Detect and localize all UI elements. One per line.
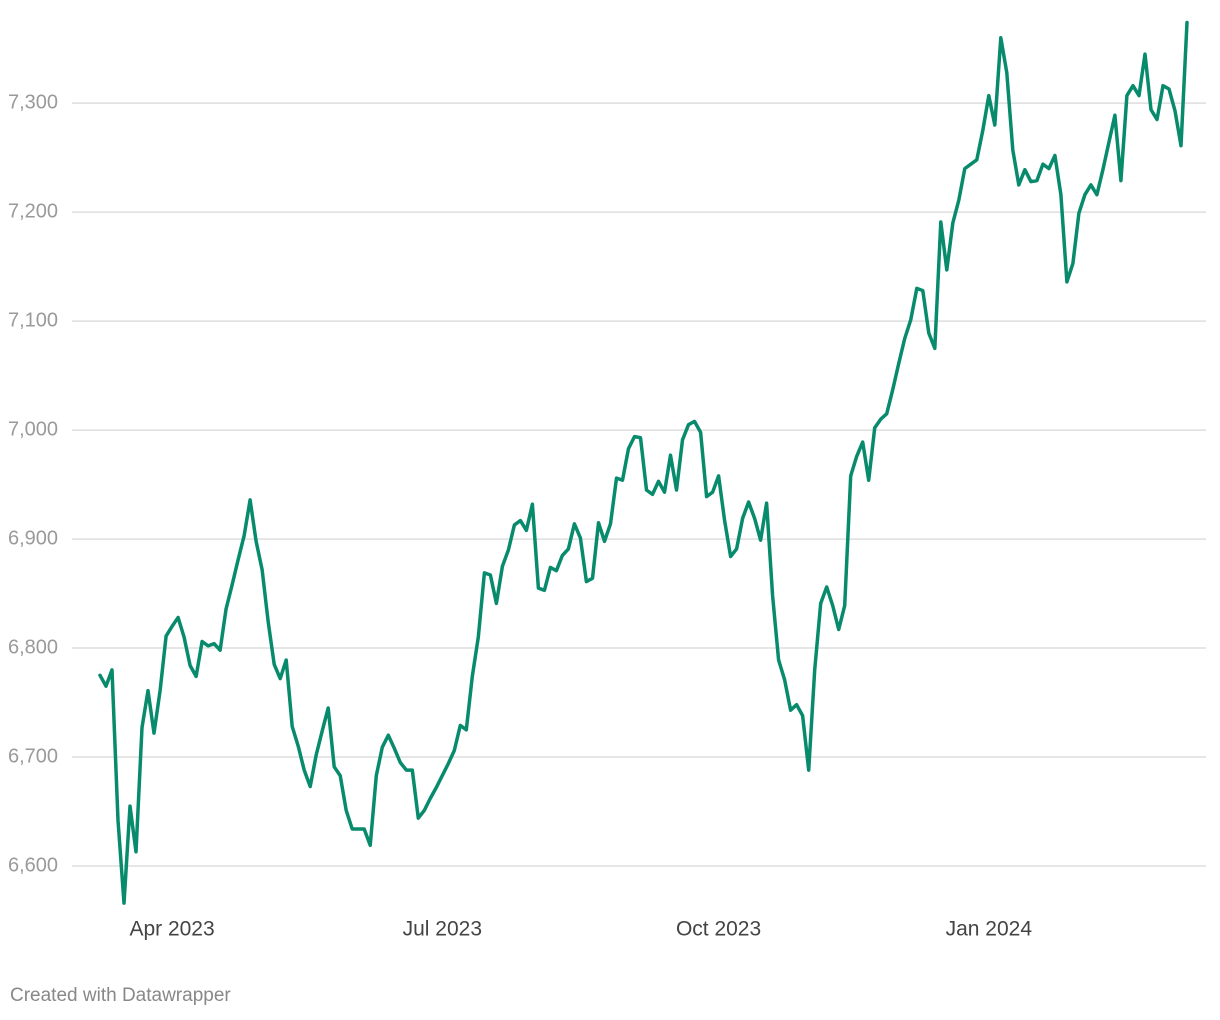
y-tick-label: 7,100 (8, 309, 58, 331)
y-tick-label: 7,000 (8, 418, 58, 440)
y-tick-label: 6,600 (8, 854, 58, 876)
y-tick-label: 6,800 (8, 636, 58, 658)
y-tick-label: 7,200 (8, 200, 58, 222)
x-tick-label: Jul 2023 (403, 918, 482, 941)
x-tick-label: Jan 2024 (946, 918, 1033, 941)
y-tick-label: 6,700 (8, 745, 58, 767)
footer: Created with Datawrapper (10, 985, 231, 1006)
line (98, 20, 1189, 905)
y-tick-label: 7,300 (8, 91, 58, 113)
x-tick-label: Apr 2023 (129, 918, 214, 941)
y-tick-label: 6,900 (8, 527, 58, 549)
x-tick-label: Oct 2023 (676, 918, 761, 941)
